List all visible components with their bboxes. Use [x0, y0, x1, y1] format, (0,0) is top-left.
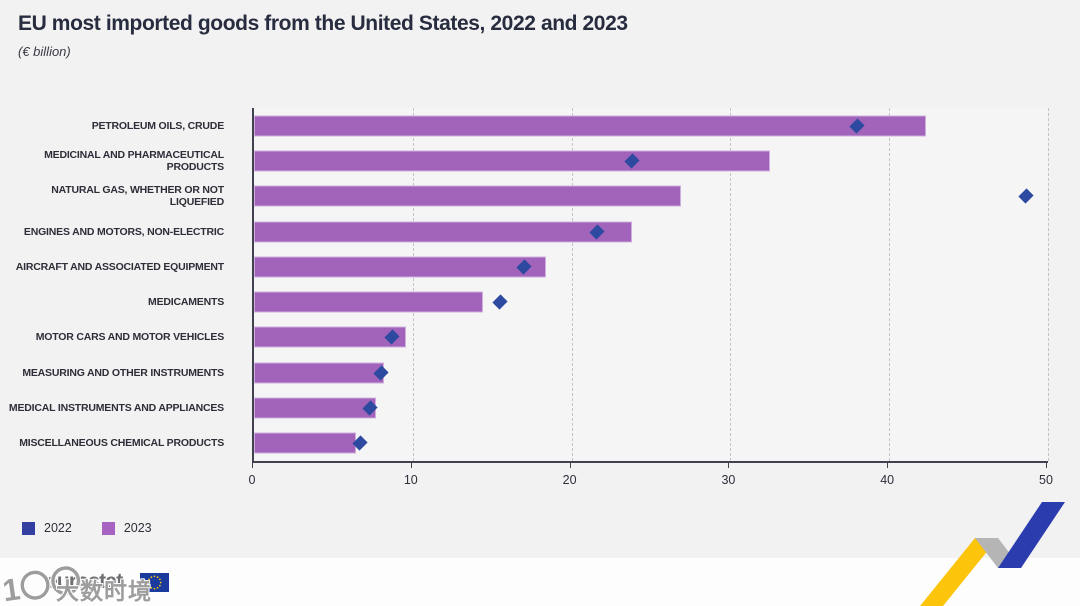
category-axis: PETROLEUM OILS, CRUDE MEDICINAL AND PHARM…	[0, 108, 238, 461]
chart-row	[254, 320, 1048, 355]
chart-row	[254, 426, 1048, 461]
footer-band	[0, 558, 1080, 606]
bar-2023	[254, 185, 682, 207]
bar-rows	[254, 108, 1048, 461]
chart-row	[254, 108, 1048, 143]
x-tick-label: 40	[880, 473, 895, 487]
category-label: MOTOR CARS AND MOTOR VEHICLES	[35, 331, 224, 344]
legend-item-2022: 2022	[22, 521, 72, 535]
chart-title: EU most imported goods from the United S…	[18, 12, 628, 35]
marker-2022	[492, 294, 508, 310]
ribbon-blue-segment	[998, 502, 1065, 568]
bar-2023	[254, 326, 407, 348]
category-label: AIRCRAFT AND ASSOCIATED EQUIPMENT	[15, 260, 224, 273]
category-label: ENGINES AND MOTORS, NON-ELECTRIC	[23, 225, 224, 238]
chart-row	[254, 355, 1048, 390]
x-tick-mark	[728, 463, 730, 468]
gridline	[889, 108, 891, 461]
bar-2023	[254, 291, 483, 313]
category-label: PETROLEUM OILS, CRUDE	[91, 119, 225, 132]
x-tick-mark	[252, 463, 253, 468]
category-label: MISCELLANEOUS CHEMICAL PRODUCTS	[19, 437, 224, 450]
x-tick-mark	[410, 463, 412, 468]
bar-2023	[254, 115, 926, 137]
legend-swatch-2022	[22, 521, 35, 535]
bar-2023	[254, 221, 632, 243]
bar-2023	[254, 397, 377, 419]
legend: 2022 2023	[22, 521, 152, 535]
category-label: MEASURING AND OTHER INSTRUMENTS	[22, 366, 224, 379]
eu-flag-stars	[147, 575, 162, 590]
bar-2023	[254, 256, 547, 278]
chart-subtitle: (€ billion)	[18, 44, 71, 59]
ribbon-decoration	[920, 502, 1065, 606]
gridline	[571, 108, 573, 461]
chart-row	[254, 214, 1048, 249]
category-label: MEDICAL INSTRUMENTS AND APPLIANCES	[8, 402, 224, 415]
x-tick-label: 20	[562, 473, 577, 487]
eurostat-logo: eurostat	[46, 570, 123, 593]
legend-swatch-2023	[101, 521, 115, 535]
x-tick-mark	[1046, 463, 1047, 468]
chart-row	[254, 284, 1048, 319]
x-axis: 0 10 20 30 40 50	[248, 463, 1053, 497]
bar-2023	[254, 432, 356, 454]
legend-item-2023: 2023	[101, 521, 152, 535]
x-tick-label: 0	[248, 473, 256, 487]
bar-2023	[254, 362, 385, 384]
chart-row	[254, 179, 1048, 214]
chart-row	[254, 143, 1048, 178]
x-tick-label: 50	[1039, 473, 1053, 487]
chart-row	[254, 390, 1048, 425]
gridline	[412, 108, 414, 461]
x-tick-mark	[887, 463, 889, 468]
plot-area	[252, 108, 1049, 463]
gridline	[730, 108, 732, 461]
marker-2022	[1018, 188, 1034, 204]
x-tick-mark	[569, 463, 571, 468]
legend-label-2022: 2022	[44, 521, 72, 535]
watermark-text: 大数时境	[56, 578, 152, 604]
eu-flag-icon	[140, 573, 169, 592]
category-label: MEDICAMENTS	[148, 296, 224, 309]
ribbon-yellow-segment	[920, 538, 998, 606]
category-label: MEDICINAL AND PHARMACEUTICAL PRODUCTS	[44, 148, 224, 173]
x-tick-label: 30	[721, 473, 736, 487]
chart-row	[254, 249, 1048, 284]
gridline	[1048, 108, 1049, 461]
x-tick-label: 10	[403, 473, 418, 487]
legend-label-2023: 2023	[123, 521, 152, 535]
bar-2023	[254, 150, 771, 172]
category-label: NATURAL GAS, WHETHER OR NOT LIQUEFIED	[51, 184, 224, 209]
